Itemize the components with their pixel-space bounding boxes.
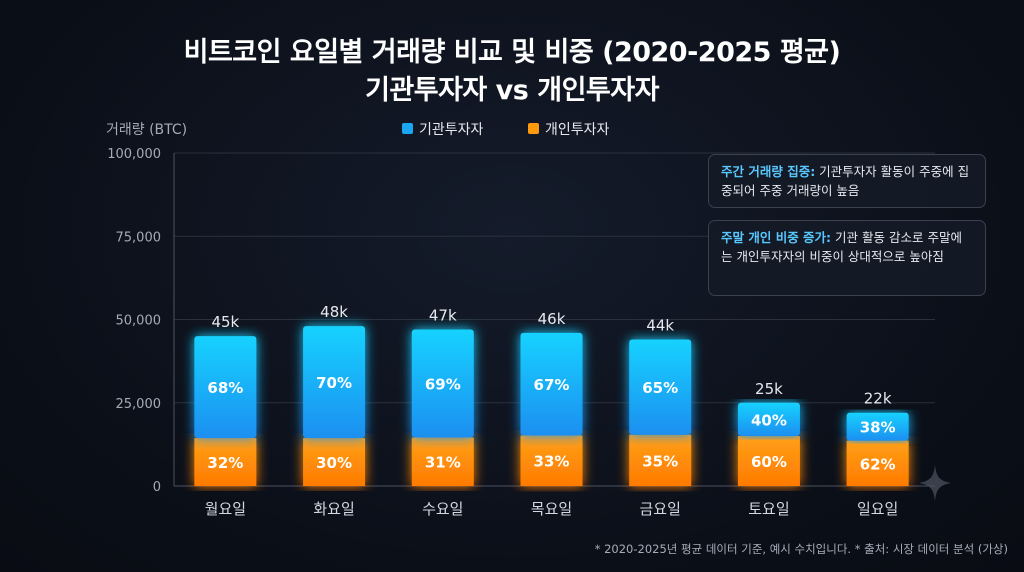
callout-weekend: 주말 개인 비중 증가: 기관 활동 감소로 주말에는 개인투자자의 비중이 상… — [708, 220, 986, 296]
bar-retail — [520, 435, 583, 486]
callout-weekend-heading: 주말 개인 비중 증가: — [721, 230, 832, 245]
chart-subtitle: 기관투자자 vs 개인투자자 — [365, 75, 659, 106]
legend-label-institutional: 기관투자자 — [419, 122, 484, 138]
bar-institutional — [303, 326, 366, 439]
bar-retail — [303, 438, 366, 486]
callout-weekend-body: 기관 활동 감소로 주말에는 개인투자자의 비중이 상대적으로 높아짐 — [721, 230, 962, 264]
y-tick-label: 50,000 — [116, 314, 162, 329]
bar-institutional — [737, 402, 800, 437]
bar-institutional — [520, 332, 583, 436]
callout-weekday: 주간 거래량 집중: 기관투자자 활동이 주중에 집중되어 주중 거래량이 높음 — [708, 154, 986, 208]
x-tick-label: 일요일 — [857, 500, 898, 518]
bar-institutional — [194, 336, 257, 439]
y-tick-label: 0 — [153, 480, 161, 495]
total-value-label: 22k — [864, 390, 892, 408]
legend-swatch-retail — [528, 123, 539, 134]
institutional-percent-label: 68% — [207, 379, 243, 397]
x-tick-label: 목요일 — [531, 500, 572, 518]
x-tick-label: 수요일 — [422, 500, 463, 518]
retail-percent-label: 35% — [642, 452, 678, 470]
total-value-label: 25k — [755, 380, 783, 398]
institutional-percent-label: 69% — [425, 375, 461, 393]
y-tick-label: 75,000 — [116, 230, 162, 245]
total-value-label: 44k — [646, 316, 674, 334]
institutional-percent-label: 70% — [316, 374, 352, 392]
sparkle-icon — [919, 465, 951, 501]
bar-institutional — [629, 339, 692, 435]
bar-retail — [737, 436, 800, 486]
legend-swatch-institutional — [402, 123, 413, 134]
x-tick-label: 토요일 — [748, 500, 789, 518]
bar-institutional — [411, 329, 474, 438]
callout-weekday-heading: 주간 거래량 집중: — [721, 164, 816, 179]
institutional-percent-label: 67% — [534, 376, 570, 394]
bar-retail — [194, 438, 257, 486]
bar-institutional — [846, 412, 909, 441]
total-value-label: 47k — [429, 306, 457, 324]
bar-retail — [629, 434, 692, 486]
retail-percent-label: 31% — [425, 454, 461, 472]
bar-retail — [411, 437, 474, 486]
y-axis-label: 거래량 (BTC) — [106, 122, 187, 138]
total-value-label: 48k — [320, 303, 348, 321]
footnote: * 2020-2025년 평균 데이터 기준, 예시 수치입니다. * 출처: … — [594, 542, 1008, 556]
y-tick-label: 25,000 — [116, 397, 162, 412]
retail-percent-label: 62% — [860, 455, 896, 473]
retail-percent-label: 30% — [316, 454, 352, 472]
chart-title: 비트코인 요일별 거래량 비교 및 비중 (2020-2025 평균) — [183, 37, 841, 68]
legend-label-retail: 개인투자자 — [545, 122, 610, 138]
retail-percent-label: 32% — [207, 454, 243, 472]
total-value-label: 45k — [211, 313, 239, 331]
x-tick-label: 금요일 — [640, 500, 681, 518]
institutional-percent-label: 65% — [642, 379, 678, 397]
institutional-percent-label: 38% — [860, 419, 896, 437]
bar-retail — [846, 440, 909, 486]
y-tick-label: 100,000 — [107, 147, 161, 162]
x-tick-label: 화요일 — [313, 500, 354, 518]
x-tick-label: 월요일 — [205, 500, 246, 518]
institutional-percent-label: 40% — [751, 411, 787, 429]
retail-percent-label: 33% — [534, 453, 570, 471]
total-value-label: 46k — [538, 310, 566, 328]
callout-weekday-body: 기관투자자 활동이 주중에 집중되어 주중 거래량이 높음 — [721, 164, 970, 198]
retail-percent-label: 60% — [751, 453, 787, 471]
